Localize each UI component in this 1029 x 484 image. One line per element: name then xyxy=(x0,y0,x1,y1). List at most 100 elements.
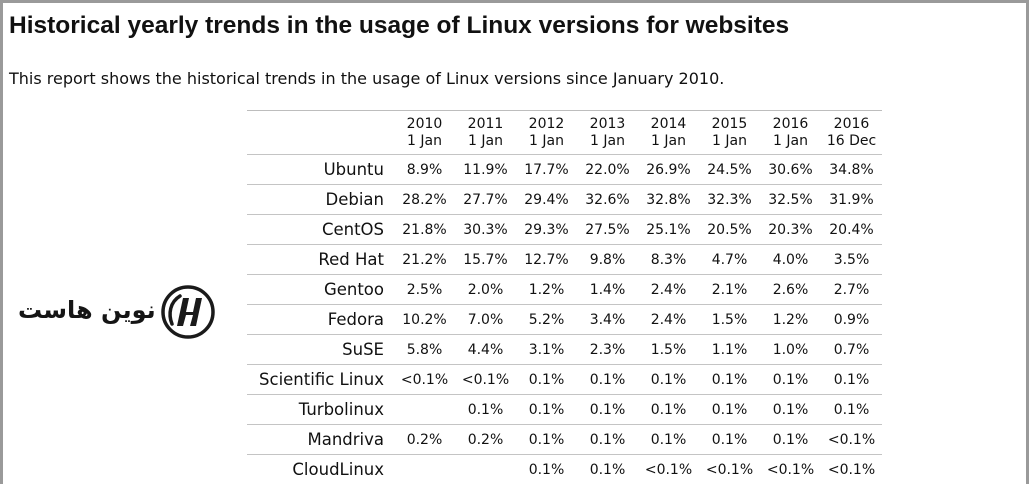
table-cell: <0.1% xyxy=(394,364,455,395)
table-cell: 26.9% xyxy=(638,154,699,185)
column-header: 2010 1 Jan xyxy=(394,110,455,155)
table-cell: 22.0% xyxy=(577,154,638,185)
table-cell: 0.1% xyxy=(577,394,638,425)
table-cell: <0.1% xyxy=(638,454,699,484)
table-cell: 12.7% xyxy=(516,244,577,275)
table-cell: 5.8% xyxy=(394,334,455,365)
table-cell: 24.5% xyxy=(699,154,760,185)
column-header: 2016 1 Jan xyxy=(760,110,821,155)
table-cell: 0.1% xyxy=(699,364,760,395)
table-cell: 0.1% xyxy=(638,424,699,455)
table-row: Turbolinux 0.1% 0.1% 0.1% 0.1% 0.1% 0.1% 0.1% xyxy=(247,394,882,425)
column-header: 2013 1 Jan xyxy=(577,110,638,155)
table-cell: 0.1% xyxy=(699,394,760,425)
table-cell: 0.2% xyxy=(455,424,516,455)
row-label: Red Hat xyxy=(247,244,394,275)
table-cell: 2.4% xyxy=(638,274,699,305)
table-cell: 0.2% xyxy=(394,424,455,455)
row-label: CentOS xyxy=(247,214,394,245)
table-cell: 2.0% xyxy=(455,274,516,305)
table-cell: 30.3% xyxy=(455,214,516,245)
row-label: Debian xyxy=(247,184,394,215)
table-cell: 0.1% xyxy=(577,424,638,455)
table-cell: 1.2% xyxy=(760,304,821,335)
table-cell: 0.1% xyxy=(516,424,577,455)
logo-text: نوین هاست xyxy=(18,296,156,324)
table-cell: 0.1% xyxy=(516,454,577,484)
table-row: Ubuntu 8.9% 11.9% 17.7% 22.0% 26.9% 24.5% 30.6%… xyxy=(247,154,882,185)
table-row: Red Hat 21.2% 15.7% 12.7% 9.8% 8.3% 4.7% 4.0% 3.… xyxy=(247,244,882,275)
table-cell: 0.7% xyxy=(821,334,882,365)
column-header: 2012 1 Jan xyxy=(516,110,577,155)
table-cell: 0.1% xyxy=(638,394,699,425)
table-row: Fedora 10.2% 7.0% 5.2% 3.4% 2.4% 1.5% 1.2% 0.9% xyxy=(247,304,882,335)
table-cell: 31.9% xyxy=(821,184,882,215)
table-cell: 0.1% xyxy=(638,364,699,395)
table-cell: 34.8% xyxy=(821,154,882,185)
usage-table: 2010 1 Jan 2011 1 Jan 2012 1 Jan 2013 1 Jan … xyxy=(247,110,882,484)
row-label: CloudLinux xyxy=(247,454,394,484)
table-cell: 10.2% xyxy=(394,304,455,335)
table-cell: 0.1% xyxy=(821,364,882,395)
table-header-row: 2010 1 Jan 2011 1 Jan 2012 1 Jan 2013 1 Jan … xyxy=(247,110,882,155)
row-label: Turbolinux xyxy=(247,394,394,425)
table-cell: 3.4% xyxy=(577,304,638,335)
table-cell: 0.9% xyxy=(821,304,882,335)
nh-monogram-icon xyxy=(161,285,215,339)
table-cell: 1.1% xyxy=(699,334,760,365)
table-cell: 20.4% xyxy=(821,214,882,245)
table-cell: 4.7% xyxy=(699,244,760,275)
table-cell: 27.5% xyxy=(577,214,638,245)
table-cell: <0.1% xyxy=(821,424,882,455)
table-cell: 32.6% xyxy=(577,184,638,215)
table-cell: 0.1% xyxy=(516,364,577,395)
table-cell: 1.0% xyxy=(760,334,821,365)
row-label: Ubuntu xyxy=(247,154,394,185)
table-cell: 1.2% xyxy=(516,274,577,305)
table-cell: 20.5% xyxy=(699,214,760,245)
row-label: Mandriva xyxy=(247,424,394,455)
table-cell: 0.1% xyxy=(760,394,821,425)
row-label: Fedora xyxy=(247,304,394,335)
table-cell: 2.1% xyxy=(699,274,760,305)
table-cell: 20.3% xyxy=(760,214,821,245)
table-row: Debian 28.2% 27.7% 29.4% 32.6% 32.8% 32.3% 32.5… xyxy=(247,184,882,215)
table-cell: 30.6% xyxy=(760,154,821,185)
table-cell: 21.2% xyxy=(394,244,455,275)
table-cell: 2.6% xyxy=(760,274,821,305)
page-title: Historical yearly trends in the usage of… xyxy=(9,12,790,39)
table-cell: 5.2% xyxy=(516,304,577,335)
table-cell xyxy=(394,454,455,484)
table-cell: 2.5% xyxy=(394,274,455,305)
table-row: Scientific Linux <0.1% <0.1% 0.1% 0.1% 0.1% 0.… xyxy=(247,364,882,395)
row-label: Gentoo xyxy=(247,274,394,305)
table-cell: <0.1% xyxy=(699,454,760,484)
table-cell: 0.1% xyxy=(821,394,882,425)
table-cell: 4.4% xyxy=(455,334,516,365)
table-cell: 2.3% xyxy=(577,334,638,365)
table-cell: 32.5% xyxy=(760,184,821,215)
column-header: 2015 1 Jan xyxy=(699,110,760,155)
table-row: Gentoo 2.5% 2.0% 1.2% 1.4% 2.4% 2.1% 2.6% 2.7% xyxy=(247,274,882,305)
table-cell xyxy=(394,394,455,425)
table-row: CentOS 21.8% 30.3% 29.3% 27.5% 25.1% 20.5% 20.3… xyxy=(247,214,882,245)
table-cell: 0.1% xyxy=(760,364,821,395)
table-cell: 29.3% xyxy=(516,214,577,245)
table-cell: 1.4% xyxy=(577,274,638,305)
table-cell: 2.7% xyxy=(821,274,882,305)
table-cell: 3.5% xyxy=(821,244,882,275)
table-cell: 0.1% xyxy=(577,454,638,484)
column-header: 2016 16 Dec xyxy=(821,110,882,155)
table-row: SuSE 5.8% 4.4% 3.1% 2.3% 1.5% 1.1% 1.0% 0.7% xyxy=(247,334,882,365)
table-cell: <0.1% xyxy=(821,454,882,484)
table-cell: 9.8% xyxy=(577,244,638,275)
table-cell: 1.5% xyxy=(638,334,699,365)
table-cell: 28.2% xyxy=(394,184,455,215)
table-cell: 8.9% xyxy=(394,154,455,185)
table-cell: 3.1% xyxy=(516,334,577,365)
row-label: Scientific Linux xyxy=(247,364,394,395)
table-cell: 21.8% xyxy=(394,214,455,245)
table-cell: 32.8% xyxy=(638,184,699,215)
table-cell: <0.1% xyxy=(455,364,516,395)
table-cell: 8.3% xyxy=(638,244,699,275)
